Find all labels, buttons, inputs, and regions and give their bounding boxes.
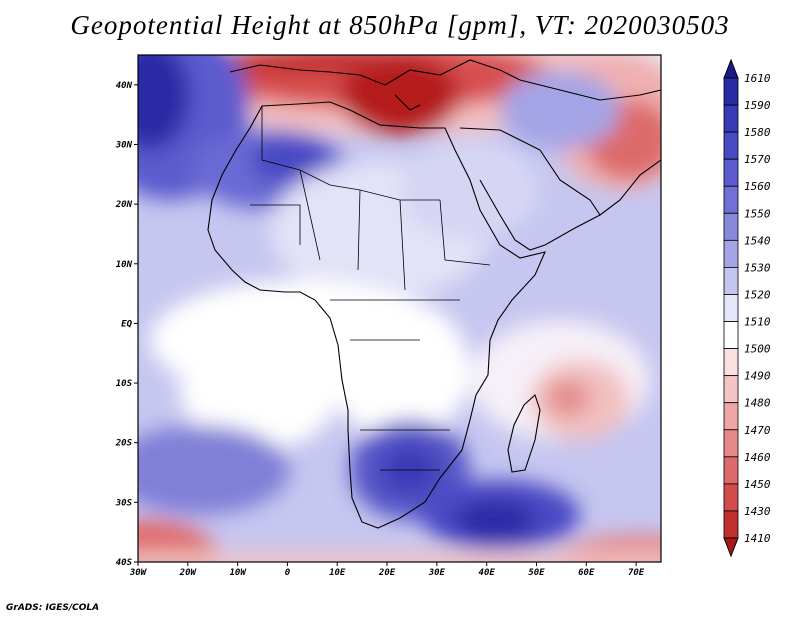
lon-label: 50E [528,568,545,578]
colorbar-label: 1430 [744,505,771,518]
colorbar-swatch [723,483,739,512]
colorbar-swatch [723,77,739,106]
colorbar-swatch [723,456,739,485]
africa-outline [207,101,546,529]
colorbar-label: 1550 [744,207,771,220]
lat-label: 40S [116,558,133,568]
lat-label: 30N [115,140,133,150]
colorbar-swatch [723,321,739,349]
colorbar-label: 1510 [744,316,771,329]
lon-label: 10W [229,568,247,578]
colorbar-swatch [723,158,739,187]
longitude-labels: 30W 20W 10W 0 10E 20E 30E 40E 50E 60E 70E [129,562,645,578]
height-field [138,55,661,562]
colorbar-label: 1460 [744,451,771,464]
lat-label: EQ [121,319,132,329]
colorbar-swatch [723,348,739,377]
lon-label: 10E [329,568,346,578]
colorbar-label: 1540 [744,234,771,247]
coastlines [207,59,661,529]
grads-credit: GrADS: IGES/COLA [6,603,100,613]
colorbar-swatch [723,375,739,404]
colorbar: 1610 1590 1580 1570 1560 1550 1540 1530 1520 1510… [723,58,771,558]
country-borders [250,106,491,471]
colorbar-swatch [723,131,739,160]
colorbar-label: 1530 [744,261,771,274]
colorbar-swatch [723,239,739,268]
colorbar-label: 1500 [744,343,771,356]
colorbar-label: 1480 [744,397,771,410]
lon-label: 40E [479,568,496,578]
colorbar-label: 1410 [744,532,771,545]
map-frame [137,54,662,563]
colorbar-swatch [723,294,739,322]
colorbar-bottom-arrow [723,537,739,558]
colorbar-swatch [723,510,739,539]
colorbar-swatch [723,267,739,295]
colorbar-swatch [723,185,739,214]
colorbar-label: 1590 [744,99,771,112]
lon-label: 70E [628,568,645,578]
colorbar-label: 1470 [744,424,771,437]
lat-label: 20S [115,439,133,449]
colorbar-swatch [723,402,739,431]
lat-label: 10S [116,379,133,389]
lon-label: 20E [378,568,396,578]
europe-outline [229,59,521,111]
colorbar-label: 1610 [744,72,771,85]
arabia-outline [459,127,601,251]
colorbar-swatch [723,212,739,241]
lon-label: 0 [285,568,291,578]
map-title: Geopotential Height at 850hPa [gpm], VT:… [70,10,730,40]
lon-label: 20W [179,568,198,578]
latitude-labels: 40N 30N 20N 10N EQ 10S 20S 30S 40S [115,81,138,568]
colorbar-label: 1580 [744,126,771,139]
lat-label: 10N [116,260,133,270]
colorbar-label: 1520 [744,288,771,301]
colorbar-label: 1490 [744,370,771,383]
lon-label: 60E [578,568,595,578]
colorbar-label: 1570 [744,153,771,166]
colorbar-swatch [723,429,739,458]
colorbar-top-arrow [723,58,739,79]
lat-label: 20N [115,200,133,210]
madagascar-outline [507,394,541,473]
lon-label: 30E [428,568,446,578]
colorbar-label: 1450 [744,478,771,491]
lat-label: 30S [115,498,133,508]
colorbar-label: 1560 [744,180,771,193]
lon-label: 30W [129,568,148,578]
lat-label: 40N [116,81,133,91]
colorbar-swatch [723,104,739,133]
asia-outline [519,79,661,216]
